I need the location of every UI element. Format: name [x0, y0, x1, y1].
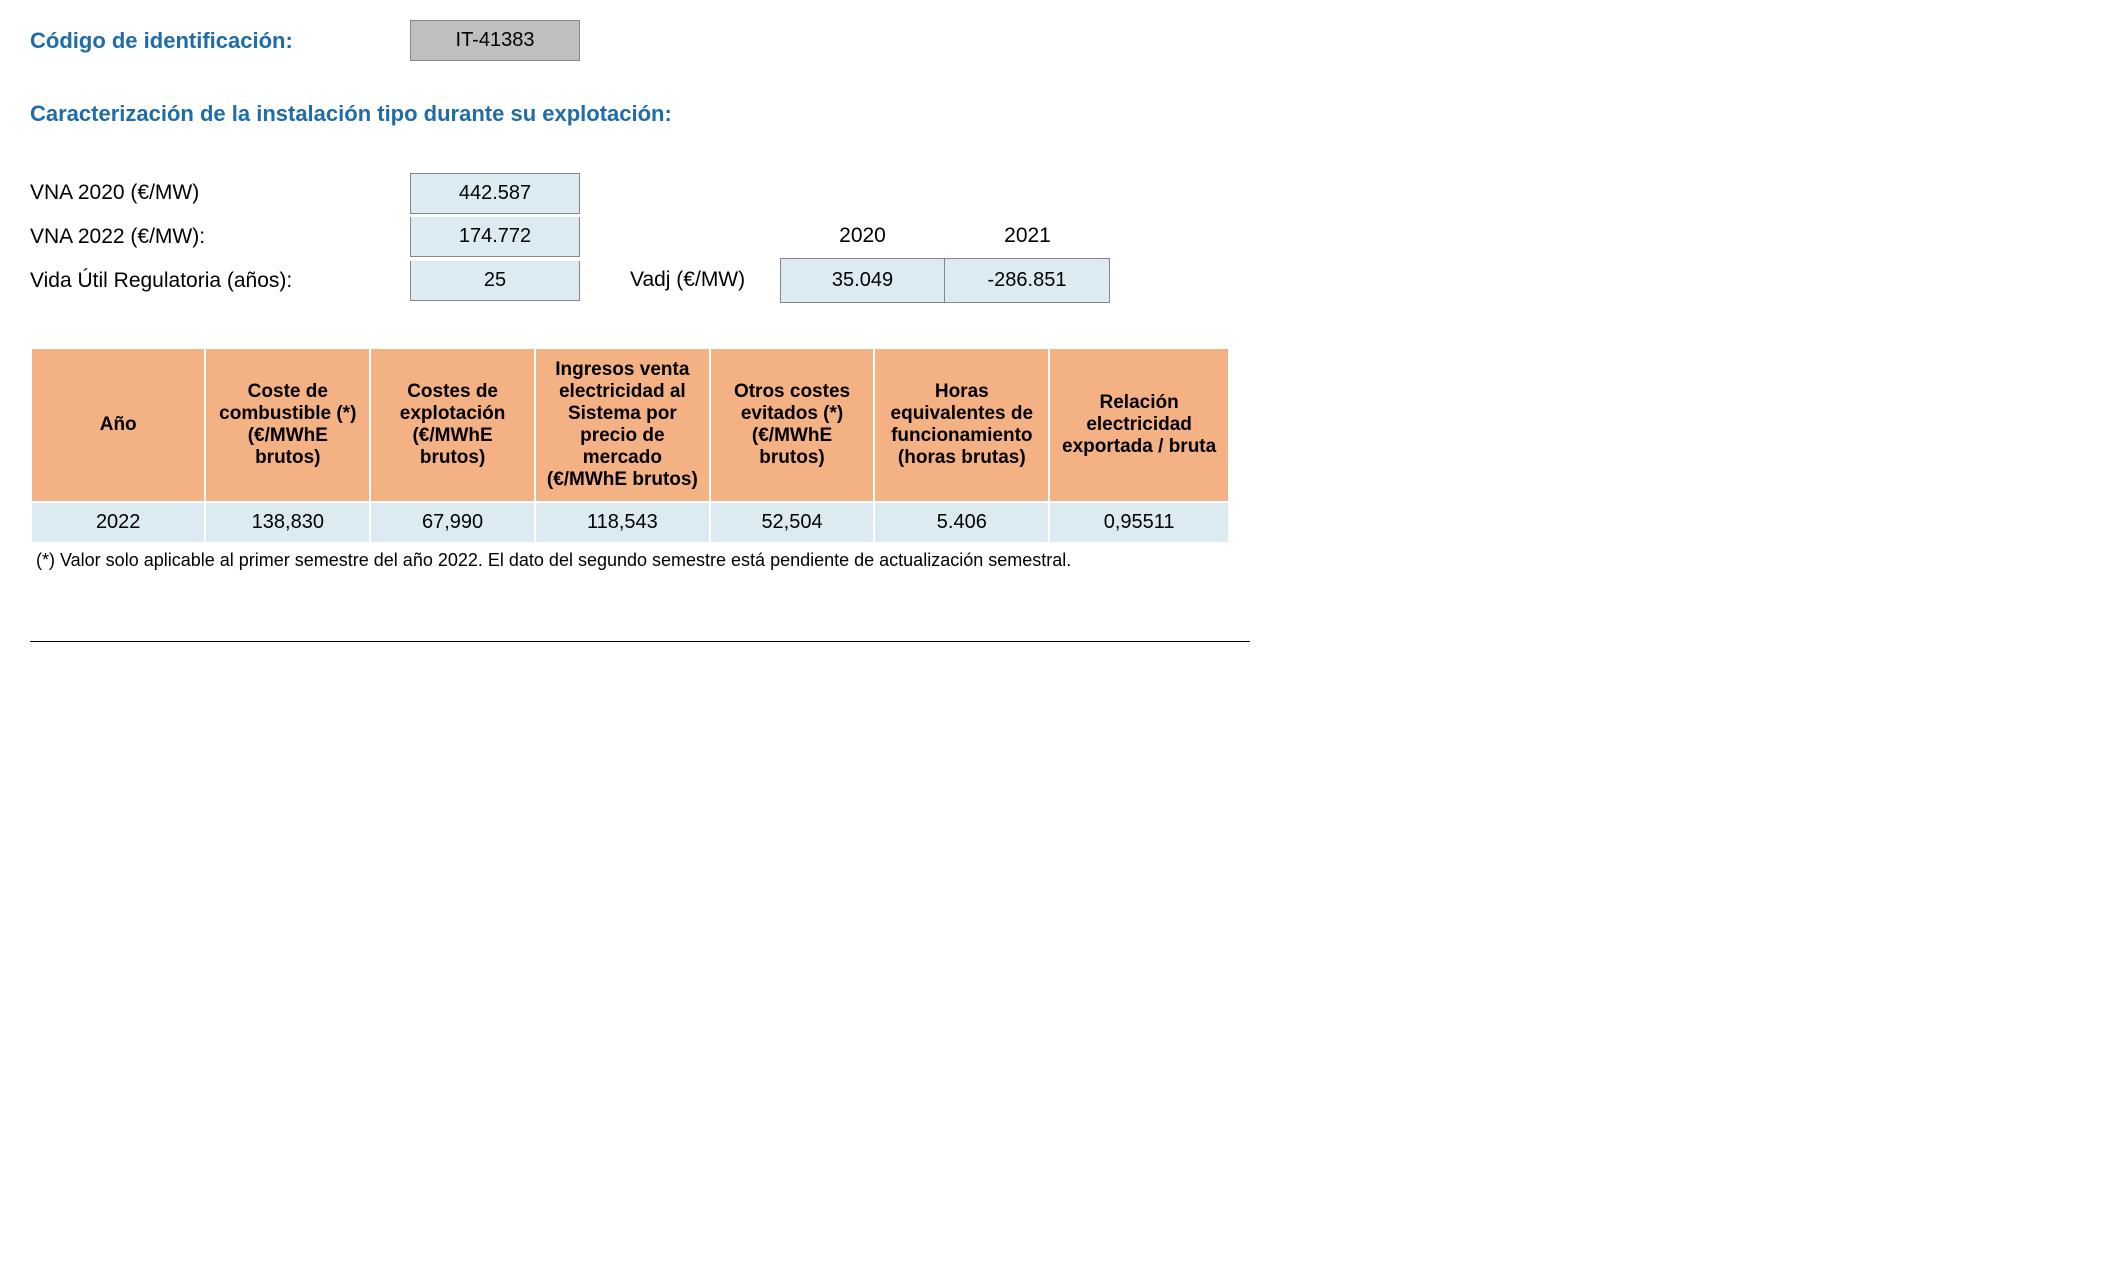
table-header: Coste de combustible (*) (€/MWhE brutos) — [205, 348, 370, 502]
id-label: Código de identificación: — [30, 28, 410, 54]
vadj-year: 2020 — [780, 214, 945, 258]
param-row: VNA 2020 (€/MW) 442.587 — [30, 171, 580, 215]
table-row: 2022 138,830 67,990 118,543 52,504 5.406… — [31, 502, 1229, 543]
param-value: 174.772 — [410, 217, 580, 257]
table-header: Costes de explotación (€/MWhE brutos) — [370, 348, 535, 502]
table-header: Ingresos venta electricidad al Sistema p… — [535, 348, 710, 502]
vadj-values-row: Vadj (€/MW) 35.049 -286.851 — [780, 258, 1110, 303]
params-block: VNA 2020 (€/MW) 442.587 VNA 2022 (€/MW):… — [30, 171, 2096, 303]
table-cell: 118,543 — [535, 502, 710, 543]
param-row: VNA 2022 (€/MW): 174.772 — [30, 215, 580, 259]
footnote-text: (*) Valor solo aplicable al primer semes… — [36, 550, 2096, 571]
params-left: VNA 2020 (€/MW) 442.587 VNA 2022 (€/MW):… — [30, 171, 580, 303]
table-header: Horas equivalentes de funcionamiento (ho… — [874, 348, 1049, 502]
table-cell: 67,990 — [370, 502, 535, 543]
table-cell: 138,830 — [205, 502, 370, 543]
section-title: Caracterización de la instalación tipo d… — [30, 101, 2096, 127]
table-cell: 52,504 — [710, 502, 875, 543]
id-row: Código de identificación: IT-41383 — [30, 20, 2096, 61]
table-cell: 5.406 — [874, 502, 1049, 543]
table-header: Relación electricidad exportada / bruta — [1049, 348, 1229, 502]
vadj-value: 35.049 — [780, 258, 945, 303]
table-header: Año — [31, 348, 205, 502]
vadj-value: -286.851 — [945, 258, 1110, 303]
id-value-box: IT-41383 — [410, 20, 580, 61]
table-header-row: Año Coste de combustible (*) (€/MWhE bru… — [31, 348, 1229, 502]
param-value: 442.587 — [410, 173, 580, 214]
table-cell: 2022 — [31, 502, 205, 543]
param-row: Vida Útil Regulatoria (años): 25 — [30, 259, 580, 303]
param-label: Vida Útil Regulatoria (años): — [30, 259, 410, 303]
vadj-year: 2021 — [945, 214, 1110, 258]
divider-line — [30, 641, 1250, 642]
vadj-block: 2020 2021 Vadj (€/MW) 35.049 -286.851 — [780, 214, 1110, 303]
vadj-label: Vadj (€/MW) — [630, 258, 780, 303]
param-label: VNA 2020 (€/MW) — [30, 171, 410, 215]
param-label: VNA 2022 (€/MW): — [30, 215, 410, 259]
main-data-table: Año Coste de combustible (*) (€/MWhE bru… — [30, 347, 1230, 544]
table-header: Otros costes evitados (*) (€/MWhE brutos… — [710, 348, 875, 502]
vadj-years-row: 2020 2021 — [780, 214, 1110, 258]
table-cell: 0,95511 — [1049, 502, 1229, 543]
param-value: 25 — [410, 261, 580, 301]
